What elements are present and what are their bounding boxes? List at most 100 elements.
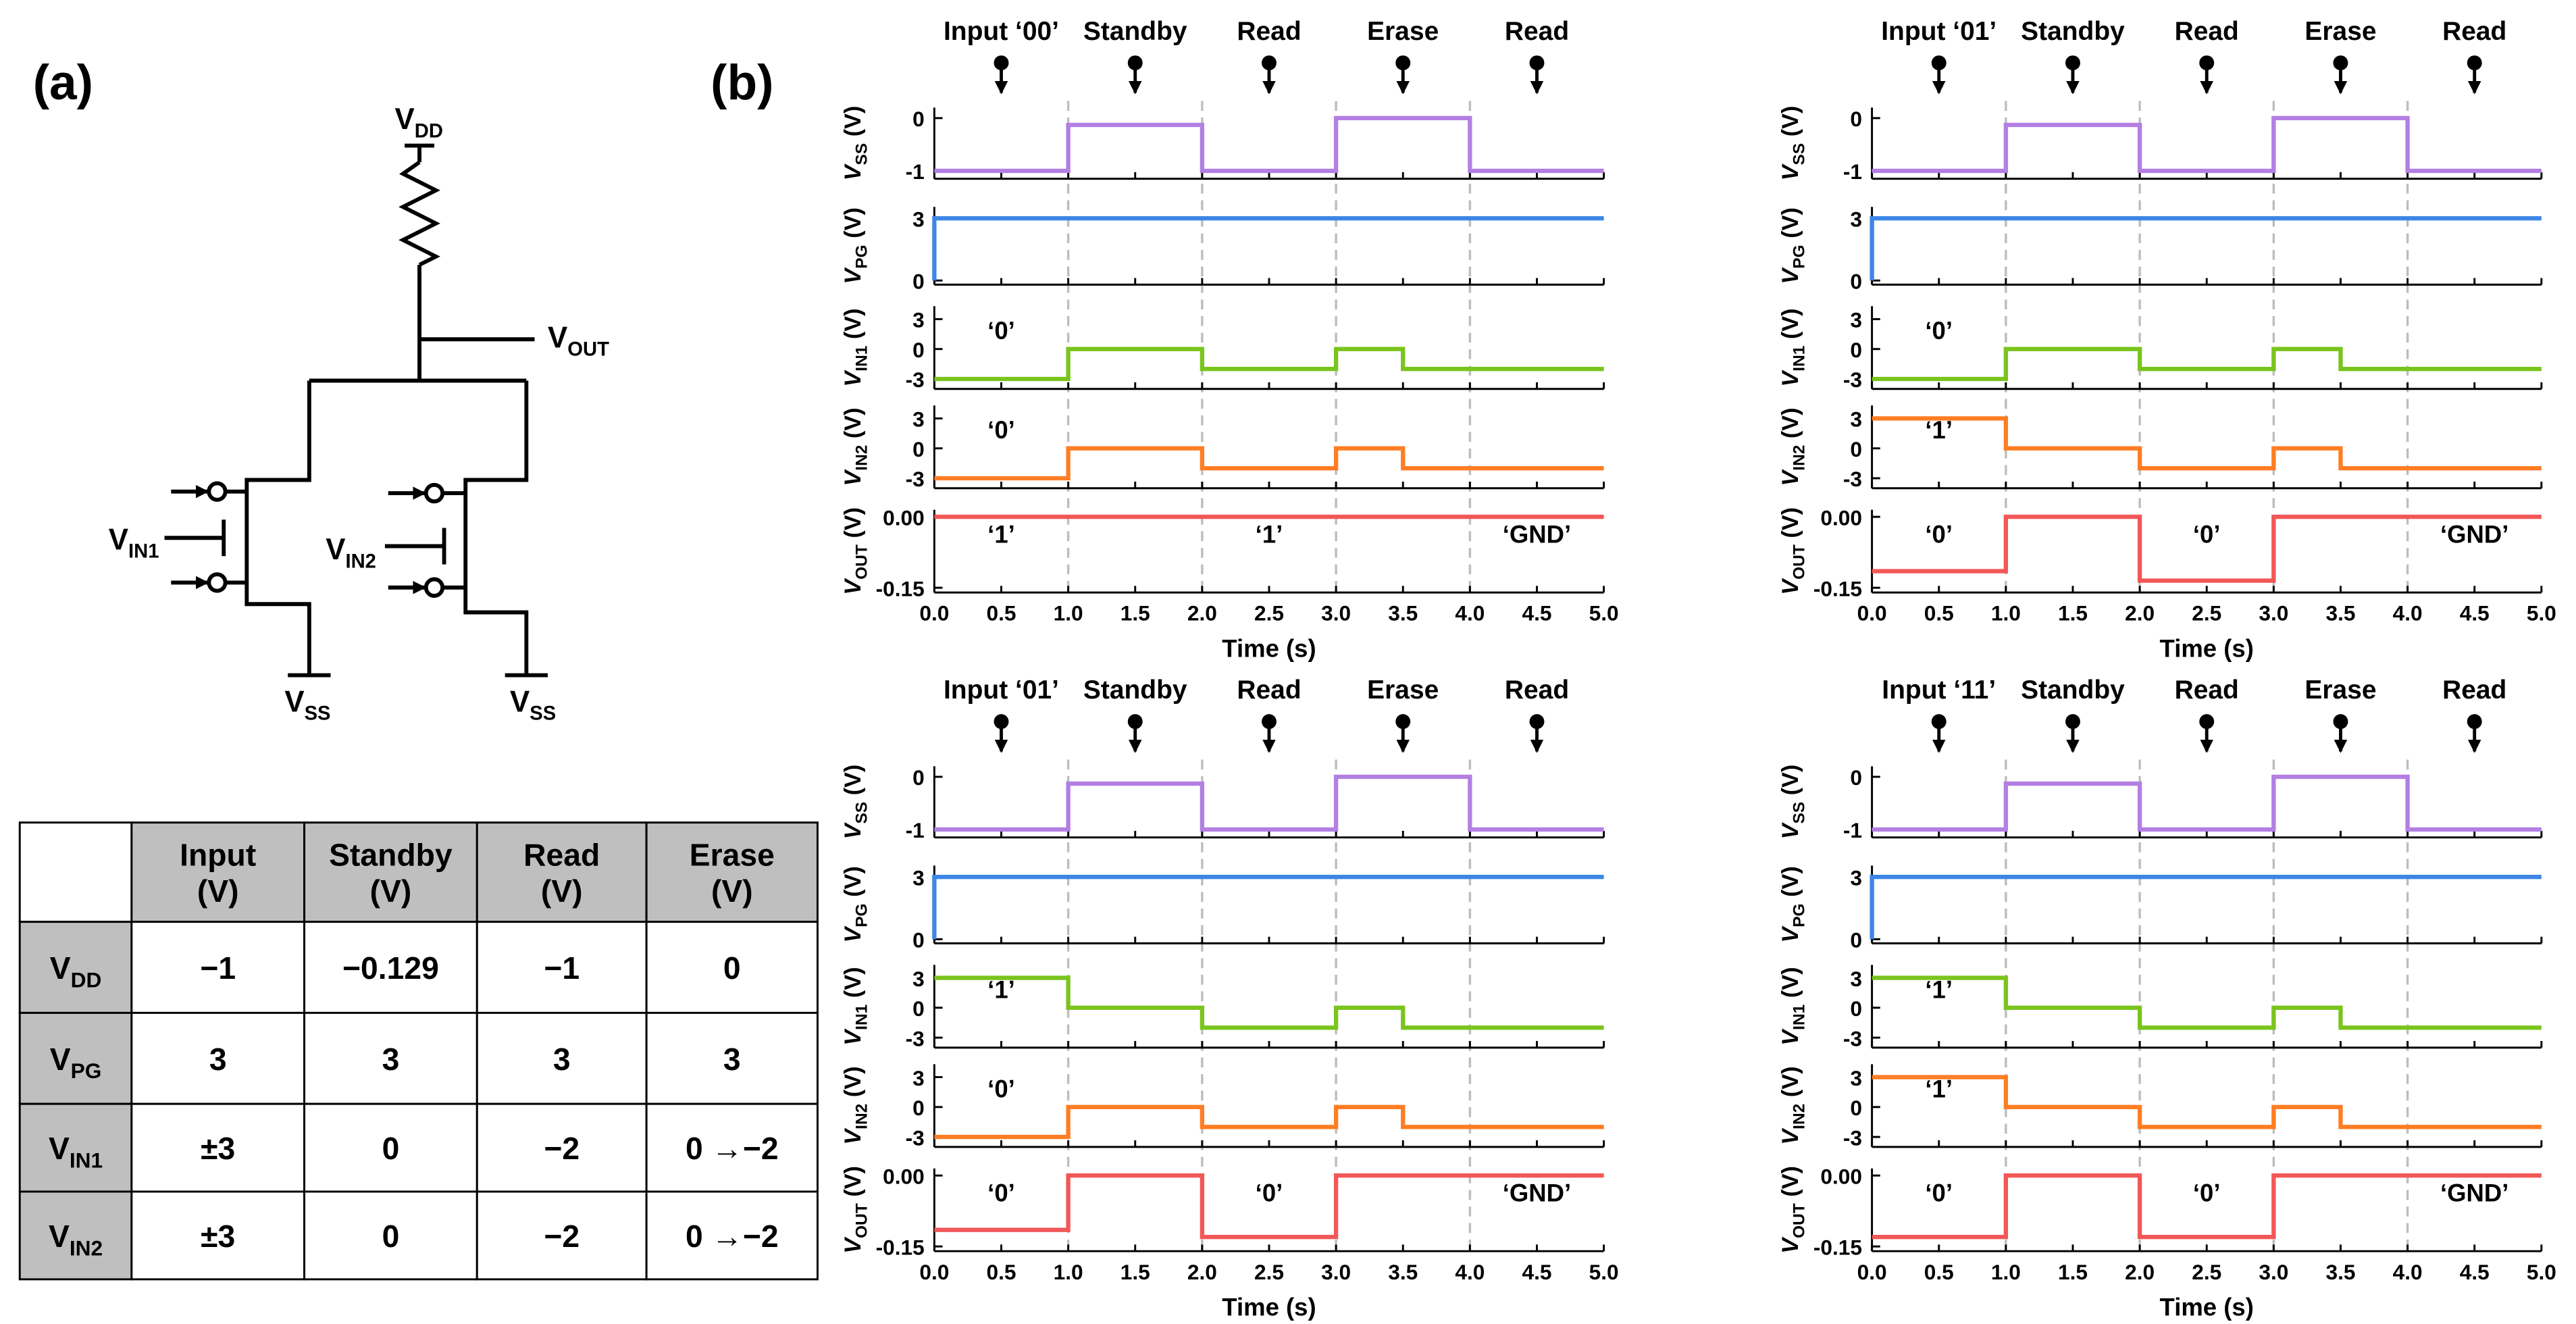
y-axis-label: VIN2 (V) [1778,1066,1809,1144]
label-main: V [840,1127,866,1145]
table-cell [18,1011,133,1105]
table-cell [475,1190,648,1281]
x-tick-label: 3.0 [2259,601,2288,626]
table-value: 3 [723,1042,741,1077]
signal-line [1872,416,2542,471]
label-sub: PG [853,245,871,268]
y-axis-label: VIN1 (V) [1778,967,1809,1045]
table-value: 3 [209,1042,227,1077]
x-tick-label: 1.5 [2058,1260,2088,1284]
y-tick-label: -3 [1843,367,1862,392]
phase-label: Standby [2021,17,2125,46]
phase-marker [1931,55,1947,71]
circuit-label: VSS [284,685,330,724]
circuit-label: VSS [510,685,556,724]
y-tick-label: 3 [912,865,925,890]
state-annotation: ‘0’ [1925,1179,1953,1207]
label-main: V [1778,578,1803,595]
table-cell [18,821,133,923]
table-cell [18,921,133,1014]
signal-line [934,1104,1604,1140]
y-axis-label: VOUT (V) [1778,1166,1809,1254]
x-axis-label: Time (s) [1222,635,1316,663]
phase-label: Input ‘00’ [944,17,1059,46]
x-tick-label: 1.0 [1054,601,1083,626]
label-main: V [1778,163,1803,180]
phase-label: Read [1505,17,1569,46]
signal-line [1870,875,2542,940]
phase-label: Input ‘11’ [1882,676,1996,705]
x-tick-label: 5.0 [1589,1260,1619,1284]
y-tick-label: -1 [906,159,925,184]
label-sub: OUT [853,544,871,580]
label-sub: OUT [853,1203,871,1238]
phase-label: Read [2175,676,2239,705]
phase-label: Standby [2021,676,2125,705]
signal-line [934,975,1604,1030]
label-unit: (V) [840,1066,866,1103]
phase-marker [994,714,1009,730]
column-header: (V) [711,873,753,909]
y-tick-label: 0 [912,928,925,952]
phase-marker [1127,55,1143,71]
label-main: V [109,523,129,556]
phase-label: Erase [1367,17,1439,46]
y-tick-label: -3 [1843,467,1862,491]
phase-label: Standby [1083,676,1187,705]
label-main: V [1778,1028,1803,1046]
phase-marker [2065,714,2080,730]
table-value: −1 [200,950,236,986]
label-main: V [50,950,71,986]
signal-line [934,347,1604,382]
label-sub: DD [415,120,443,142]
label-sub: PG [1791,903,1809,927]
label-sub: IN2 [853,445,871,471]
x-tick-label: 5.0 [2527,1260,2556,1284]
label-sub: IN2 [853,1104,871,1129]
x-tick-label: 4.0 [2393,1260,2423,1284]
label-sub: IN1 [70,1148,103,1172]
table-cell [303,921,478,1014]
y-tick-label: 3 [912,407,925,432]
x-tick-label: 2.0 [1187,601,1217,626]
label-main: V [840,1236,866,1254]
x-tick-label: 4.5 [2460,601,2490,626]
signal-line [1872,774,2542,832]
label-unit: (V) [1778,1066,1803,1103]
table-cell [18,1190,133,1281]
label-main: V [49,1131,70,1166]
state-annotation: ‘0’ [987,1075,1015,1102]
label-unit: (V) [1778,106,1803,143]
label-unit: (V) [1778,765,1803,802]
column-header: (V) [197,873,239,909]
x-tick-label: 1.0 [1991,1260,2021,1284]
label-main: V [326,533,346,566]
state-annotation: ‘0’ [987,1179,1015,1207]
phase-label: Input ‘01’ [1881,17,1997,46]
y-axis-label: VIN1 (V) [840,308,871,386]
y-tick-label: 0 [912,107,925,131]
y-tick-label: 0 [912,269,925,293]
state-annotation: ‘0’ [987,317,1015,345]
x-tick-label: 3.0 [2259,1260,2288,1284]
x-tick-label: 0.0 [919,601,949,626]
column-header: Erase [690,837,775,872]
y-tick-label: 0 [912,996,925,1021]
x-tick-label: 5.0 [1589,601,1619,626]
y-tick-label: -0.15 [876,1235,925,1259]
x-tick-label: 1.0 [1991,601,2021,626]
x-tick-label: 3.0 [1321,1260,1351,1284]
table-cell [645,1102,819,1193]
y-tick-label: 0 [1850,1096,1862,1120]
phase-marker [2333,714,2348,730]
y-tick-label: 0 [1850,765,1862,790]
label-sub: IN1 [853,346,871,372]
y-tick-label: 0 [912,1096,925,1120]
label-sub: IN2 [70,1236,103,1260]
column-header: (V) [370,873,412,909]
label-sub: IN2 [1791,1104,1809,1129]
x-tick-label: 3.5 [1388,1260,1418,1284]
